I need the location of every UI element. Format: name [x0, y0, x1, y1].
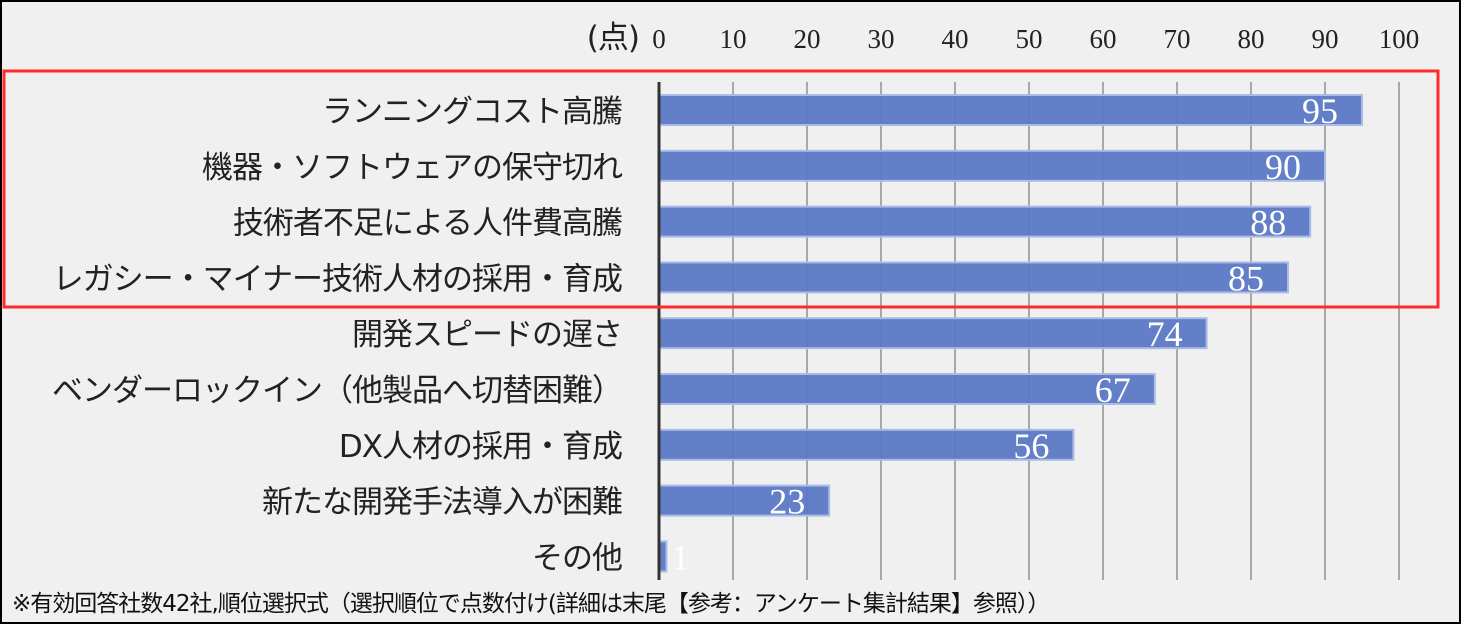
data-label: 85	[1228, 258, 1264, 298]
tick-label: 60	[1090, 24, 1117, 54]
tick-label: 90	[1312, 24, 1339, 54]
data-label: 56	[1013, 426, 1049, 466]
data-label: 23	[769, 482, 805, 522]
data-label: 95	[1302, 91, 1338, 131]
tick-label: 0	[652, 24, 666, 54]
bar	[658, 428, 1075, 461]
tick-label: 80	[1238, 24, 1265, 54]
bar	[658, 94, 1363, 126]
bar	[658, 373, 1156, 405]
category-label: DX人材の採用・育成	[339, 429, 622, 465]
tick-label: 10	[720, 24, 747, 54]
tick-label: 30	[868, 24, 895, 54]
data-label: 1	[671, 537, 689, 577]
data-label: 88	[1250, 203, 1286, 243]
category-label: その他	[532, 540, 622, 576]
category-label: 新たな開発手法導入が困難	[262, 485, 622, 521]
bar	[658, 484, 831, 517]
tick-label: 40	[942, 24, 969, 54]
data-label: 67	[1095, 370, 1131, 410]
category-label: 機器・ソフトウェアの保守切れ	[202, 150, 623, 186]
highlight-box	[2, 69, 1440, 309]
bar	[658, 317, 1208, 350]
footnote: ※有効回答社数42社,順位選択式（選択順位で点数付け(詳細は末尾【参考：アンケー…	[12, 591, 1050, 617]
tick-label: 70	[1164, 24, 1191, 54]
tick-label: 50	[1016, 24, 1043, 54]
unit-label: (点)	[587, 20, 639, 56]
data-label: 90	[1265, 147, 1301, 187]
category-label: 開発スピードの遅さ	[352, 317, 622, 353]
category-label: レガシー・マイナー技術人材の採用・育成	[53, 261, 622, 297]
bar	[658, 261, 1289, 294]
data-label: 74	[1147, 314, 1183, 354]
tick-label: 100	[1379, 24, 1420, 54]
bar	[658, 149, 1326, 182]
tick-label: 20	[794, 24, 821, 54]
category-label: 技術者不足による人件費高騰	[233, 206, 622, 242]
category-label: ベンダーロックイン（他製品へ切替困難）	[52, 373, 622, 409]
category-label: ランニングコスト高騰	[322, 94, 622, 130]
bar	[658, 205, 1312, 238]
